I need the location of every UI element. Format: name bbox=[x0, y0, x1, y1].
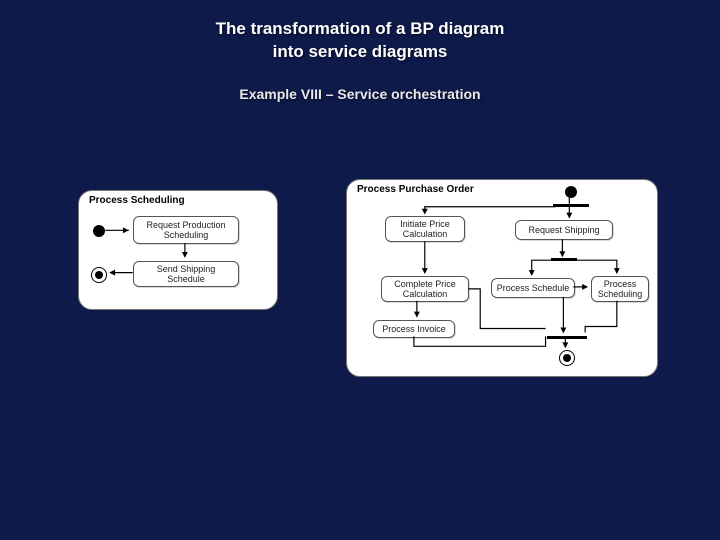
end-node-inner-icon bbox=[95, 271, 103, 279]
slide-title: The transformation of a BP diagram into … bbox=[0, 0, 720, 64]
activity-node: Request Shipping bbox=[515, 220, 613, 240]
activity-node: Initiate Price Calculation bbox=[385, 216, 465, 242]
node-label: Initiate Price Calculation bbox=[389, 219, 461, 240]
activity-node: Process Schedule bbox=[491, 278, 575, 298]
panel-title-left: Process Scheduling bbox=[89, 195, 185, 206]
end-node-inner-icon bbox=[563, 354, 571, 362]
node-label: Complete Price Calculation bbox=[385, 279, 465, 300]
start-node-icon bbox=[565, 186, 577, 198]
activity-node: Request Production Scheduling bbox=[133, 216, 239, 244]
node-label: Send Shipping Schedule bbox=[137, 264, 235, 285]
panel-process-purchase-order: Process Purchase Order Initiate Price Ca… bbox=[346, 179, 658, 377]
title-line1: The transformation of a BP diagram bbox=[216, 19, 505, 38]
node-label: Process Scheduling bbox=[595, 279, 645, 300]
arrows-left bbox=[79, 191, 277, 309]
slide-subtitle: Example VIII – Service orchestration bbox=[0, 86, 720, 102]
end-node-icon bbox=[91, 267, 107, 283]
activity-node: Complete Price Calculation bbox=[381, 276, 469, 302]
fork-bar-icon bbox=[553, 204, 589, 207]
end-node-icon bbox=[559, 350, 575, 366]
activity-node: Process Scheduling bbox=[591, 276, 649, 302]
node-label: Process Invoice bbox=[382, 324, 446, 334]
activity-node: Process Invoice bbox=[373, 320, 455, 338]
panel-process-scheduling: Process Scheduling Request Production Sc… bbox=[78, 190, 278, 310]
node-label: Request Shipping bbox=[528, 225, 599, 235]
start-node-icon bbox=[93, 225, 105, 237]
node-label: Request Production Scheduling bbox=[137, 220, 235, 241]
join-bar-icon bbox=[551, 258, 577, 261]
title-line2: into service diagrams bbox=[273, 42, 448, 61]
join-bar-icon bbox=[547, 336, 587, 339]
panel-title-right: Process Purchase Order bbox=[357, 184, 474, 195]
activity-node: Send Shipping Schedule bbox=[133, 261, 239, 287]
node-label: Process Schedule bbox=[497, 283, 570, 293]
